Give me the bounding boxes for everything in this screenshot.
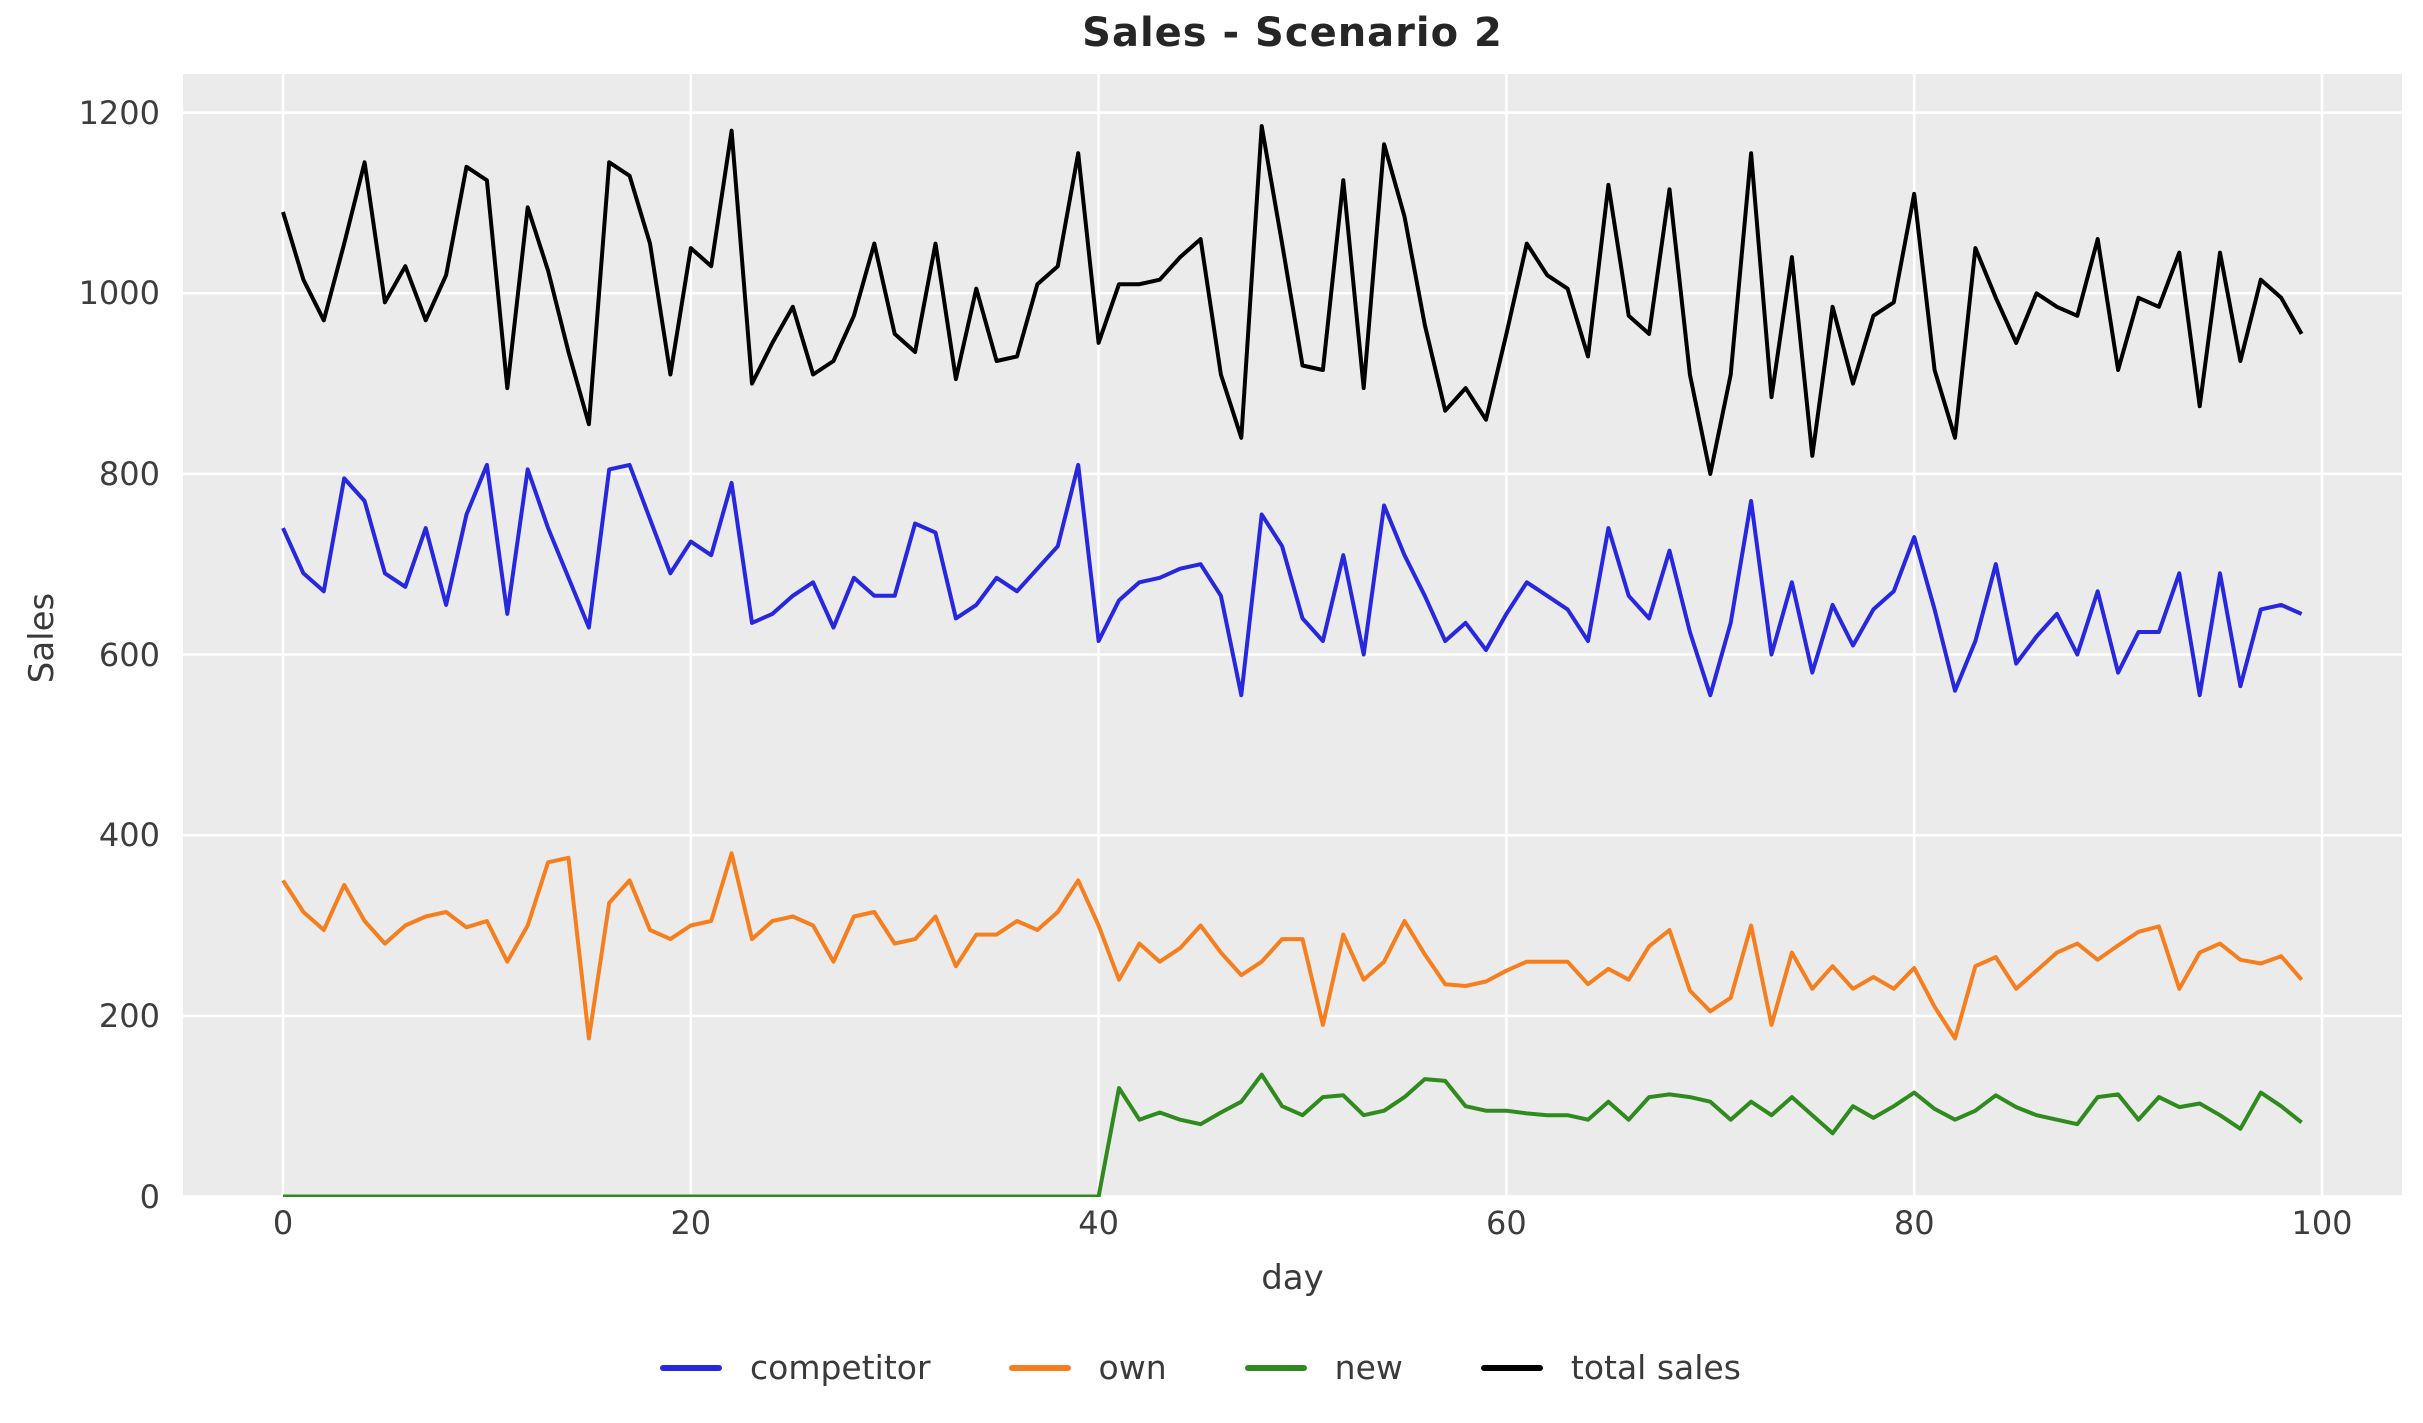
plot-background xyxy=(183,74,2402,1197)
x-tick-label-80: 80 xyxy=(1893,1204,1935,1242)
y-tick-label-1000: 1000 xyxy=(78,274,160,313)
legend-swatch-new xyxy=(1244,1364,1307,1371)
legend-label-own: own xyxy=(1098,1348,1167,1387)
series-line-new xyxy=(283,1072,2303,1197)
series-line-own xyxy=(281,851,2304,1041)
legend-label-competitor: competitor xyxy=(750,1348,931,1387)
legend-item-competitor: competitor xyxy=(660,1348,931,1387)
y-tick-label-600: 600 xyxy=(98,635,160,674)
x-axis-label: day xyxy=(1261,1258,1324,1298)
legend-item-total-sales: total sales xyxy=(1480,1348,1741,1387)
legend-swatch-competitor xyxy=(660,1364,722,1371)
x-tick-label-40: 40 xyxy=(1078,1204,1119,1242)
chart-title: Sales - Scenario 2 xyxy=(1082,10,1503,56)
y-tick-label-200: 200 xyxy=(98,996,160,1035)
legend-item-new: new xyxy=(1244,1348,1403,1387)
x-tick-label-20: 20 xyxy=(670,1204,712,1242)
x-tick-label-100: 100 xyxy=(2291,1204,2353,1242)
x-tick-label-0: 0 xyxy=(272,1204,294,1242)
y-tick-label-800: 800 xyxy=(98,454,160,493)
line-chart xyxy=(183,74,2402,1197)
x-tick-label-60: 60 xyxy=(1486,1204,1527,1242)
legend-swatch-total-sales xyxy=(1480,1364,1543,1371)
series-line-competitor xyxy=(281,462,2303,698)
y-axis-label: Sales xyxy=(22,592,62,684)
series-line-total-sales xyxy=(281,124,2304,476)
y-tick-label-1200: 1200 xyxy=(78,93,160,132)
y-tick-label-0: 0 xyxy=(139,1177,160,1216)
plot-area xyxy=(183,74,2402,1197)
legend: competitor own new total sales xyxy=(660,1348,1741,1387)
legend-label-new: new xyxy=(1334,1348,1403,1387)
legend-swatch-own xyxy=(1008,1364,1071,1371)
y-tick-label-400: 400 xyxy=(98,816,160,855)
legend-item-own: own xyxy=(1008,1348,1167,1387)
legend-label-total-sales: total sales xyxy=(1570,1348,1741,1387)
